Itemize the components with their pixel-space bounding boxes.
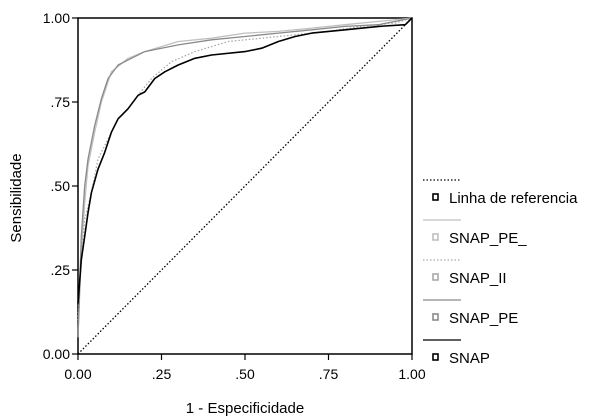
series-line-snap-ii [77, 17, 413, 321]
series-line-linha-de-referencia [77, 17, 413, 355]
legend-marker-linha-de-referencia [432, 193, 439, 201]
legend-marker-snap-ii [432, 273, 439, 281]
y-tick-label: 1.00 [43, 10, 70, 26]
legend: Linha de referencia SNAP_PE_ SNAP_II SNAP_P… [423, 179, 578, 367]
y-tick-label: .25 [51, 262, 71, 278]
x-tick-label: 1.00 [398, 366, 425, 382]
series-line-snap-pe [77, 17, 413, 338]
y-tick-label: .50 [51, 178, 71, 194]
series-line-snap [77, 17, 413, 304]
legend-marker-snap-pe [432, 313, 439, 321]
legend-label-snap-pe: SNAP_PE [449, 310, 518, 327]
y-tick-label: 0.00 [43, 346, 70, 362]
legend-label-snap-pe: SNAP_PE_ [449, 230, 527, 247]
axes: 0.00 .25 .50 .75 1.00 0.00 .25 .50 .75 1.00 [43, 10, 426, 382]
x-tick-label: .25 [152, 366, 172, 382]
legend-label-linha-de-referencia: Linha de referencia [449, 190, 578, 207]
legend-marker-snap-pe [432, 233, 439, 241]
x-axis-label: 1 - Especificidade [186, 400, 304, 417]
legend-label-snap-ii: SNAP_II [449, 270, 507, 287]
y-axis-label: Sensibilidade [8, 153, 25, 242]
x-tick-label: .75 [319, 366, 339, 382]
series-line-snap-pe [77, 17, 413, 338]
legend-label-snap: SNAP [449, 350, 490, 367]
legend-marker-snap [432, 353, 439, 361]
y-tick-label: .75 [51, 94, 71, 110]
plot-area [77, 17, 413, 355]
x-tick-label: 0.00 [64, 366, 91, 382]
x-tick-label: .50 [235, 366, 255, 382]
